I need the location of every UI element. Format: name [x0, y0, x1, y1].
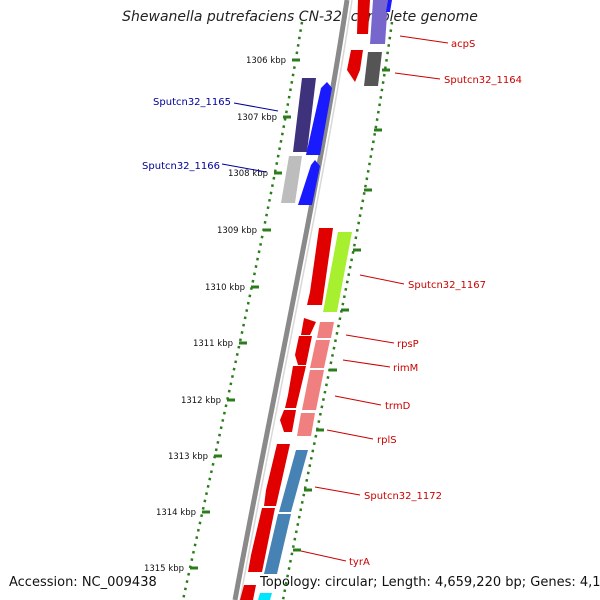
gene-block-tyra-feature — [264, 514, 291, 574]
tick-label: 1314 kbp — [156, 508, 196, 518]
gene-block-1172-cds — [264, 444, 290, 506]
backbone-highlight — [239, 0, 353, 600]
gene-block-trmd-feature — [302, 370, 324, 410]
tick-label: 1309 kbp — [217, 226, 257, 236]
backbone-line — [232, 0, 350, 600]
gene-label: acpS — [451, 39, 475, 50]
gene-block-rpls-cds — [280, 410, 296, 432]
gene-block-trmd-cds — [285, 366, 306, 408]
gene-block-1166-feature — [281, 156, 302, 203]
gene-block-rpls-feature — [297, 413, 315, 436]
outer-major-ticks — [293, 68, 390, 552]
gene-block-1165-feature — [293, 78, 316, 152]
tick-label: 1312 kbp — [181, 396, 221, 406]
tick-label: 1307 kbp — [237, 113, 277, 123]
gene-label: Sputcn32_1164 — [444, 75, 522, 86]
gene-labels-right: acpS Sputcn32_1164 Sputcn32_1167 rpsP ri… — [349, 39, 522, 568]
gene-block-1172-feature — [279, 450, 308, 512]
tick-label: 1306 kbp — [246, 56, 286, 66]
tick-label: 1311 kbp — [193, 339, 233, 349]
gene-block-tyra-cds — [248, 508, 275, 572]
gene-block-bottom-cds — [240, 585, 256, 600]
gene-block-rimm-cds — [295, 336, 312, 365]
gene-label: Sputcn32_1165 — [153, 97, 231, 108]
accession-text: Accession: NC_009438 — [9, 575, 157, 590]
gene-block-rpsp-feature — [317, 322, 334, 338]
gene-block-rpsp-cds — [301, 318, 316, 335]
gene-label: Sputcn32_1166 — [142, 161, 220, 172]
map-title: Shewanella putrefaciens CN-32, complete … — [122, 9, 478, 25]
inner-major-ticks — [190, 58, 300, 570]
gene-block-acps-cds — [386, 0, 392, 12]
outer-dotted-track — [281, 21, 394, 600]
gene-label: Sputcn32_1167 — [408, 280, 486, 291]
tick-label: 1315 kbp — [144, 564, 184, 574]
gene-block-acps — [357, 0, 370, 34]
gene-block-bottom-feature — [258, 593, 272, 600]
gene-label: tyrA — [349, 557, 370, 568]
gene-label: trmD — [385, 401, 411, 412]
inner-dotted-track — [181, 21, 304, 600]
tick-label: 1308 kbp — [228, 169, 268, 179]
gene-label: rimM — [393, 363, 418, 374]
tick-labels: 1306 kbp 1307 kbp 1308 kbp 1309 kbp 1310… — [144, 56, 286, 574]
gene-block-acps-feature — [370, 0, 388, 44]
leader-lines — [221, 35, 449, 562]
gene-block-1165-cds — [306, 82, 332, 155]
gene-block-1166-cds — [298, 160, 320, 205]
gene-labels-left: Sputcn32_1165 Sputcn32_1166 — [142, 97, 231, 172]
gene-label: Sputcn32_1172 — [364, 491, 442, 502]
tick-label: 1310 kbp — [205, 283, 245, 293]
genome-summary-text: Topology: circular; Length: 4,659,220 bp… — [260, 575, 600, 590]
gene-block-1167-cds — [307, 228, 333, 305]
gene-block-1167-feature — [323, 232, 352, 312]
gene-block-rimm-feature — [310, 340, 330, 368]
gene-block-1164-feature — [364, 52, 382, 86]
gene-label: rplS — [377, 435, 397, 446]
gene-block-1164 — [347, 50, 363, 82]
gene-blocks — [240, 0, 392, 600]
tick-label: 1313 kbp — [168, 452, 208, 462]
gene-label: rpsP — [397, 339, 419, 350]
